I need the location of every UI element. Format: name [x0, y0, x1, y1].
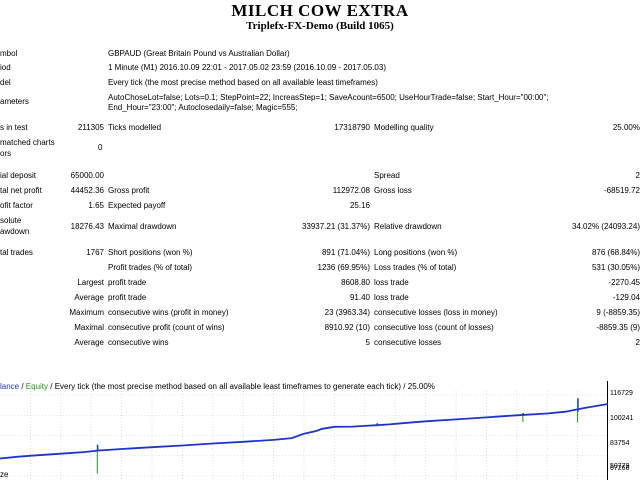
average-consecutive-label: Average — [74, 338, 104, 347]
chart-x-label: ze — [0, 470, 9, 479]
symbol-label: mbol — [0, 49, 18, 58]
short-positions-label: Short positions (won %) — [108, 248, 193, 257]
y-tick-label: 67266 — [610, 465, 630, 472]
absolute-drawdown-value: 18276.43 — [70, 222, 104, 231]
net-profit-value: 44452.36 — [70, 186, 104, 195]
gross-loss-label: Gross loss — [374, 186, 412, 195]
expected-payoff-label: Expected payoff — [108, 201, 166, 210]
avg-consecutive-losses-label: consecutive losses — [374, 338, 442, 347]
model-value: Every tick (the most precise method base… — [108, 78, 378, 87]
balance-chart: lance / Equity / Every tick (the most pr… — [0, 381, 640, 480]
gross-profit-value: 112972.08 — [332, 186, 370, 195]
report-title: MILCH COW EXTRA — [231, 1, 409, 20]
mismatch-label-2: ors — [0, 149, 12, 158]
bars-value: 211305 — [77, 123, 104, 132]
average-loss-trade-value: -129.04 — [612, 293, 640, 302]
parameters-line-1: AutoChoseLot=false; Lots=0.1; StepPoint=… — [108, 93, 549, 102]
parameters-line-2: End_Hour="23:00"; Autoclosedaily=false; … — [108, 103, 298, 112]
chart-legend: lance / Equity / Every tick (the most pr… — [0, 382, 435, 392]
expected-payoff-value: 25.16 — [349, 201, 370, 210]
quality-value: 25.00% — [612, 123, 640, 132]
largest-loss-trade-value: -2270.45 — [608, 278, 640, 287]
total-trades-value: 1767 — [86, 248, 104, 257]
relative-drawdown-label: Relative drawdown — [374, 222, 442, 231]
period-label: iod — [0, 63, 11, 72]
legend-separator: / — [19, 382, 26, 391]
spread-label: Spread — [374, 171, 400, 180]
largest-profit-trade-label: profit trade — [108, 278, 147, 287]
total-trades-label: tal trades — [0, 248, 33, 257]
maximal-drawdown-value: 33937.21 (31.37%) — [301, 222, 370, 231]
short-positions-value: 891 (71.04%) — [321, 248, 370, 257]
largest-profit-trade-value: 8608.80 — [341, 278, 370, 287]
parameters-label: ameters — [0, 97, 29, 106]
profit-trades-value: 1236 (69.95%) — [317, 263, 370, 272]
average-label: Average — [74, 293, 104, 302]
max-consecutive-losses-value: 9 (-8859.35) — [596, 308, 640, 317]
loss-trades-label: Loss trades (% of total) — [374, 263, 457, 272]
quality-label: Modelling quality — [374, 123, 434, 132]
maximal-drawdown-label: Maximal drawdown — [108, 222, 177, 231]
legend-description: / Every tick (the most precise method ba… — [48, 382, 435, 391]
max-consecutive-losses-label: consecutive losses (loss in money) — [374, 308, 498, 317]
legend-balance: lance — [0, 382, 20, 391]
y-tick-label: 116729 — [610, 390, 633, 397]
avg-consecutive-wins-label: consecutive wins — [108, 338, 169, 347]
long-positions-label: Long positions (won %) — [374, 248, 458, 257]
ticks-label: Ticks modelled — [108, 123, 162, 132]
symbol-value: GBPAUD (Great Britain Pound vs Australia… — [108, 49, 290, 58]
legend-equity: Equity — [25, 382, 49, 391]
chart-plot-area — [0, 381, 608, 480]
average-profit-trade-value: 91.40 — [349, 293, 370, 302]
profit-factor-value: 1.65 — [88, 201, 104, 210]
net-profit-label: tal net profit — [0, 186, 42, 195]
relative-drawdown-value: 34.02% (24093.24) — [571, 222, 640, 231]
max-consecutive-loss-value: -8859.35 (9) — [596, 323, 640, 332]
ticks-value: 17318790 — [334, 123, 370, 132]
report-subtitle: Triplefx-FX-Demo (Build 1065) — [246, 20, 394, 32]
max-consecutive-wins-value: 23 (3963.34) — [324, 308, 370, 317]
profit-factor-label: ofit factor — [0, 201, 33, 210]
mismatch-label-1: matched charts — [0, 138, 55, 147]
bars-label: s in test — [0, 123, 28, 132]
mismatch-value: 0 — [98, 143, 103, 152]
avg-consecutive-wins-value: 5 — [365, 338, 370, 347]
period-value: 1 Minute (M1) 2016.10.09 22:01 - 2017.05… — [108, 63, 386, 72]
y-tick-label: 83754 — [610, 440, 630, 447]
maximum-label: Maximum — [69, 308, 104, 317]
spread-value: 2 — [635, 171, 640, 180]
max-consecutive-loss-label: consecutive loss (count of losses) — [374, 323, 494, 332]
balance-series-line — [0, 403, 608, 460]
deposit-value: 65000.00 — [70, 171, 104, 180]
chart-svg — [0, 391, 608, 480]
max-consecutive-profit-value: 8910.92 (10) — [324, 323, 370, 332]
y-tick-label: 100241 — [610, 415, 634, 422]
y-tick-label: 50779 — [610, 463, 630, 470]
average-loss-trade-label: loss trade — [374, 293, 409, 302]
gross-profit-label: Gross profit — [108, 186, 150, 195]
model-label: del — [0, 78, 11, 87]
largest-loss-trade-label: loss trade — [374, 278, 409, 287]
max-consecutive-wins-label: consecutive wins (profit in money) — [108, 308, 229, 317]
loss-trades-value: 531 (30.05%) — [591, 263, 640, 272]
max-consecutive-profit-label: consecutive profit (count of wins) — [108, 323, 225, 332]
profit-trades-label: Profit trades (% of total) — [108, 263, 193, 272]
avg-consecutive-losses-value: 2 — [635, 338, 640, 347]
largest-label: Largest — [77, 278, 104, 287]
deposit-label: ial deposit — [0, 171, 37, 180]
long-positions-value: 876 (68.84%) — [591, 248, 640, 257]
average-profit-trade-label: profit trade — [108, 293, 147, 302]
gross-loss-value: -68519.72 — [603, 186, 640, 195]
maximal-label: Maximal — [74, 323, 104, 332]
absolute-drawdown-label-2: awdown — [0, 227, 30, 236]
absolute-drawdown-label-1: solute — [0, 216, 22, 225]
